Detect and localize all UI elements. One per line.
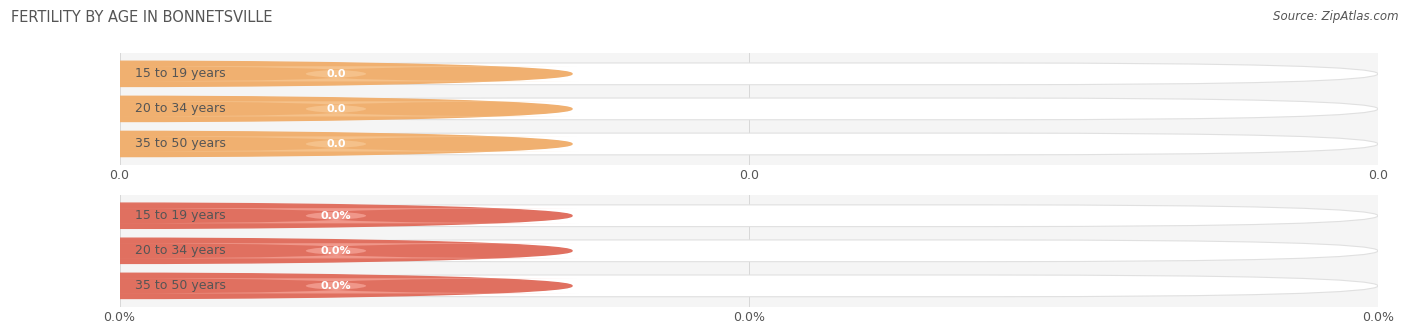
FancyBboxPatch shape — [93, 136, 579, 151]
Text: 20 to 34 years: 20 to 34 years — [135, 244, 225, 257]
Text: 0.0: 0.0 — [326, 139, 346, 149]
Text: FERTILITY BY AGE IN BONNETSVILLE: FERTILITY BY AGE IN BONNETSVILLE — [11, 10, 273, 25]
Text: 0.0: 0.0 — [326, 104, 346, 114]
Text: 0.0%: 0.0% — [321, 281, 352, 291]
FancyBboxPatch shape — [120, 240, 1378, 262]
Text: 15 to 19 years: 15 to 19 years — [135, 209, 225, 222]
Text: 0.0%: 0.0% — [321, 211, 352, 221]
FancyBboxPatch shape — [120, 98, 1378, 120]
Circle shape — [0, 238, 572, 263]
FancyBboxPatch shape — [120, 275, 1378, 297]
Text: 0.0: 0.0 — [326, 69, 346, 79]
FancyBboxPatch shape — [120, 133, 1378, 155]
Text: Source: ZipAtlas.com: Source: ZipAtlas.com — [1274, 10, 1399, 23]
FancyBboxPatch shape — [93, 243, 579, 258]
Text: 15 to 19 years: 15 to 19 years — [135, 67, 225, 80]
Circle shape — [0, 131, 572, 156]
FancyBboxPatch shape — [93, 66, 579, 82]
Circle shape — [0, 203, 572, 228]
FancyBboxPatch shape — [93, 208, 579, 223]
Text: 35 to 50 years: 35 to 50 years — [135, 138, 225, 150]
Circle shape — [0, 96, 572, 121]
Text: 20 to 34 years: 20 to 34 years — [135, 102, 225, 115]
Circle shape — [0, 273, 572, 298]
FancyBboxPatch shape — [120, 63, 1378, 85]
FancyBboxPatch shape — [93, 278, 579, 293]
FancyBboxPatch shape — [93, 101, 579, 116]
Text: 0.0%: 0.0% — [321, 246, 352, 256]
Text: 35 to 50 years: 35 to 50 years — [135, 280, 225, 292]
FancyBboxPatch shape — [120, 205, 1378, 227]
Circle shape — [0, 61, 572, 86]
